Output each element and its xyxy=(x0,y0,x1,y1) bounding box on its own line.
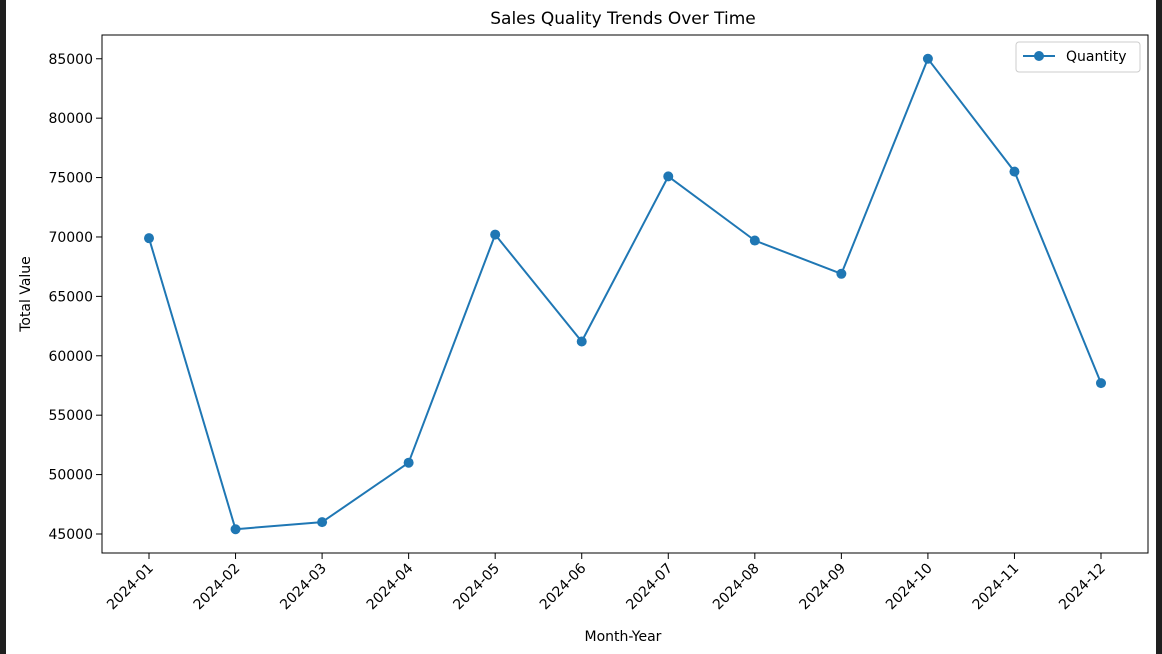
data-point xyxy=(230,524,241,535)
data-point xyxy=(922,53,933,64)
data-point xyxy=(490,229,501,240)
x-tick-label: 2024-04 xyxy=(364,560,417,613)
data-point xyxy=(836,268,847,279)
x-tick-label: 2024-07 xyxy=(623,561,676,614)
y-tick-label: 45000 xyxy=(48,527,93,543)
chart-figure: Sales Quality Trends Over Time 45000 5000… xyxy=(6,0,1156,654)
data-point xyxy=(317,517,328,528)
data-point xyxy=(749,235,760,246)
line-chart: Sales Quality Trends Over Time 45000 5000… xyxy=(18,9,1149,645)
plot-area xyxy=(101,34,1149,554)
data-point xyxy=(403,457,414,468)
x-tick-label: 2024-01 xyxy=(104,561,157,614)
data-point xyxy=(1009,166,1020,177)
x-tick-label: 2024-02 xyxy=(191,561,244,614)
y-tick-label: 80000 xyxy=(48,111,93,127)
y-tick-label: 50000 xyxy=(48,468,93,484)
x-axis: 2024-01 2024-02 2024-03 2024-04 2024-05 2024-… xyxy=(104,553,1109,613)
y-tick-label: 85000 xyxy=(48,52,93,68)
y-axis: 45000 50000 55000 60000 65000 70000 75000 80000… xyxy=(48,52,102,543)
data-point xyxy=(663,171,674,182)
series-line-quantity xyxy=(148,57,1102,531)
y-tick-label: 55000 xyxy=(48,408,93,424)
y-tick-label: 70000 xyxy=(48,230,93,246)
data-point xyxy=(1096,378,1106,389)
x-tick-label: 2024-08 xyxy=(710,561,763,614)
x-axis-label: Month-Year xyxy=(585,629,662,645)
legend: Quantity xyxy=(1015,41,1141,73)
chart-title: Sales Quality Trends Over Time xyxy=(490,9,755,29)
data-point xyxy=(144,233,154,244)
y-tick-label: 65000 xyxy=(48,289,93,305)
y-tick-label: 75000 xyxy=(48,171,93,187)
x-tick-label: 2024-06 xyxy=(537,560,590,613)
x-tick-label: 2024-09 xyxy=(797,561,850,614)
x-tick-label: 2024-05 xyxy=(450,561,503,614)
y-tick-label: 60000 xyxy=(48,349,93,365)
x-tick-label: 2024-11 xyxy=(970,561,1023,614)
legend-label: Quantity xyxy=(1066,49,1127,65)
data-point xyxy=(576,336,587,347)
legend-frame xyxy=(1015,41,1141,73)
x-tick-label: 2024-03 xyxy=(277,561,330,614)
y-axis-label: Total Value xyxy=(18,256,34,333)
x-tick-label: 2024-10 xyxy=(883,561,936,614)
legend-marker-icon xyxy=(1034,51,1044,61)
series-layer xyxy=(144,53,1106,535)
x-tick-label: 2024-12 xyxy=(1056,561,1109,614)
